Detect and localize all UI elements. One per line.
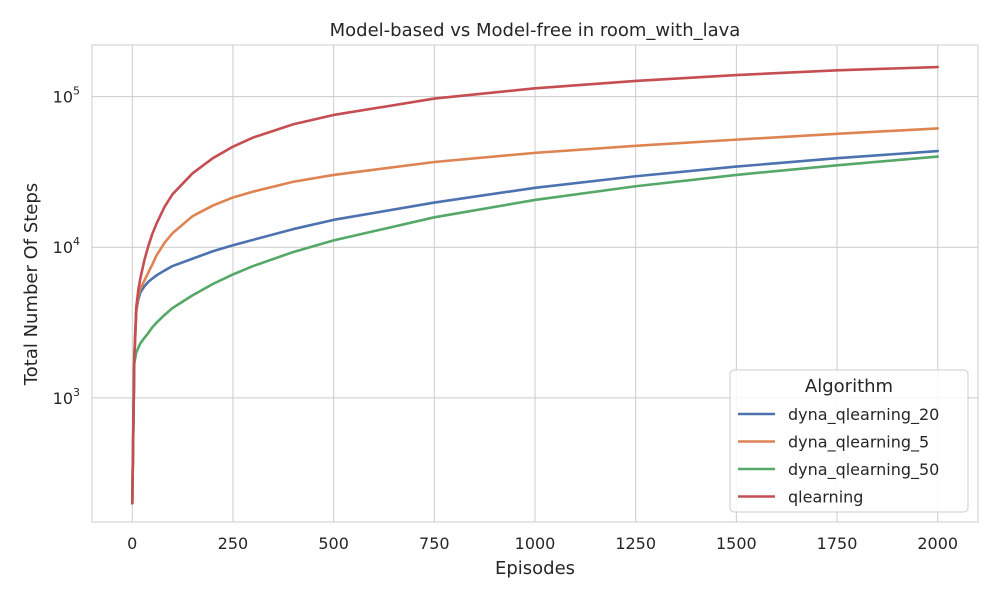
y-axis-label: Total Number Of Steps [21,183,42,386]
legend: Algorithm dyna_qlearning_20dyna_qlearnin… [729,369,969,513]
legend-label: dyna_qlearning_5 [788,433,929,453]
legend-title: Algorithm [805,376,893,397]
x-tick-label: 750 [419,534,450,553]
series-line-dyna_qlearning_5 [130,127,940,505]
y-tick-label: 105 [53,85,80,107]
x-tick-label: 1500 [716,534,757,553]
y-tick-base: 10 [53,389,73,408]
x-axis-label: Episodes [495,558,575,579]
series-lines [130,65,940,505]
legend-box [729,369,969,513]
x-tick-label: 2000 [917,534,958,553]
legend-label: dyna_qlearning_20 [788,405,939,425]
y-tick-label: 103 [53,386,80,408]
y-tick-exponent: 3 [73,386,80,399]
x-tick-label: 0 [127,534,137,553]
legend-label: dyna_qlearning_50 [788,460,939,480]
x-tick-label: 1750 [817,534,858,553]
x-tick-label: 500 [318,534,349,553]
legend-label: qlearning [788,488,863,507]
y-tick-base: 10 [53,238,73,257]
y-tick-exponent: 5 [73,85,80,98]
series-line-dyna_qlearning_50 [130,155,940,505]
x-tick-label: 250 [218,534,249,553]
plot-frame [91,44,979,523]
series-line-qlearning [130,65,940,505]
y-tick-base: 10 [53,88,73,107]
legend-items: dyna_qlearning_20 dyna_qlearning_5 dyna_ql… [738,405,939,507]
x-tick-label: 1000 [515,534,556,553]
x-tick-labels: 0 250 500 750 1000 1250 1500 1750 2000 [127,534,958,553]
y-tick-label: 104 [53,235,80,257]
y-tick-exponent: 4 [73,235,80,248]
chart-title: Model-based vs Model-free in room_with_l… [330,20,741,41]
x-tick-label: 1250 [615,534,656,553]
